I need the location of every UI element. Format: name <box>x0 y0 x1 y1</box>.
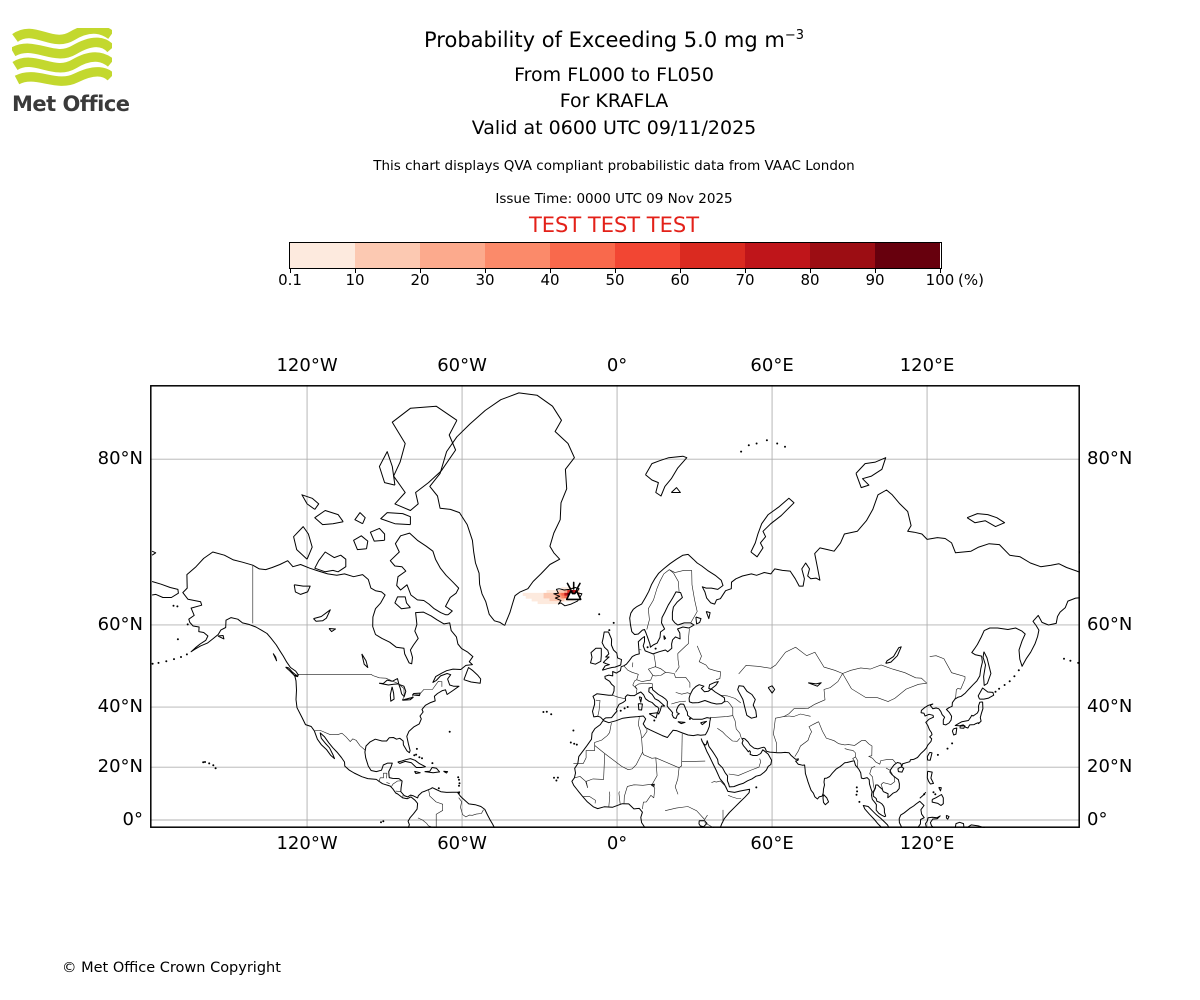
copyright-notice: © Met Office Crown Copyright <box>62 960 281 976</box>
colorbar-segment <box>550 243 615 268</box>
met-office-logo-text: Met Office <box>12 92 130 116</box>
lon-label-bottom: 120°E <box>899 833 955 854</box>
lat-label-right: 40°N <box>1087 696 1133 717</box>
colorbar-tick-label: 10 <box>345 271 365 289</box>
colorbar-tick <box>355 268 356 273</box>
colorbar-tick-label: 30 <box>475 271 495 289</box>
issue-time: Issue Time: 0000 UTC 09 Nov 2025 <box>495 191 733 207</box>
lat-label-right: 80°N <box>1087 448 1133 470</box>
colorbar-tick <box>875 268 876 273</box>
lat-label-left: 40°N <box>97 696 143 717</box>
colorbar-segment <box>810 243 875 268</box>
colorbar-tick <box>290 268 291 273</box>
lon-label-bottom: 0° <box>606 833 628 854</box>
colorbar-tick-label: 50 <box>605 271 625 289</box>
met-office-logo <box>12 28 112 86</box>
colorbar-tick <box>940 268 941 273</box>
map-frame <box>150 385 1080 828</box>
coastlines <box>151 392 1080 828</box>
subtitle-volcano: For KRAFLA <box>559 90 669 112</box>
lon-label-top: 60°E <box>750 355 794 376</box>
colorbar-segment <box>355 243 420 268</box>
colorbar <box>289 242 942 269</box>
lat-label-right: 60°N <box>1087 613 1133 635</box>
subtitle-valid-time: Valid at 0600 UTC 09/11/2025 <box>471 117 757 139</box>
colorbar-tick <box>485 268 486 273</box>
title-text: Probability of Exceeding 5.0 mg m <box>424 28 785 52</box>
lat-label-left: 60°N <box>97 613 143 635</box>
colorbar-tick-label: 70 <box>735 271 755 289</box>
colorbar-unit-label: (%) <box>958 271 984 289</box>
colorbar-segment <box>290 243 355 268</box>
colorbar-tick <box>680 268 681 273</box>
lat-label-left: 0° <box>122 809 143 830</box>
lon-label-bottom: 60°E <box>750 833 794 854</box>
colorbar-tick-label: 20 <box>410 271 430 289</box>
colorbar-tick-label: 40 <box>540 271 560 289</box>
volcano-icon <box>565 581 582 601</box>
colorbar-tick-label: 100 <box>925 271 955 289</box>
colorbar-tick-label: 80 <box>800 271 820 289</box>
colorbar-tick <box>550 268 551 273</box>
colorbar-tick <box>745 268 746 273</box>
lon-label-top: 0° <box>606 355 628 376</box>
colorbar-segment <box>680 243 745 268</box>
lat-label-left: 20°N <box>97 756 143 778</box>
colorbar-tick-label: 60 <box>670 271 690 289</box>
lon-label-bottom: 120°W <box>276 833 338 854</box>
colorbar-tick <box>810 268 811 273</box>
lat-label-right: 20°N <box>1087 756 1133 778</box>
graticule <box>150 385 1080 828</box>
country-borders <box>252 565 966 828</box>
colorbar-tick <box>615 268 616 273</box>
test-banner: TEST TEST TEST <box>528 213 700 237</box>
world-map <box>150 385 1080 828</box>
colorbar-segment <box>615 243 680 268</box>
lon-label-top: 120°E <box>899 355 955 376</box>
subtitle-flight-levels: From FL000 to FL050 <box>514 64 714 86</box>
page-title: Probability of Exceeding 5.0 mg m−3 <box>28 28 1200 52</box>
colorbar-segment <box>875 243 940 268</box>
colorbar-tick-label: 90 <box>865 271 885 289</box>
lat-label-left: 80°N <box>97 448 143 470</box>
lon-label-top: 60°W <box>437 355 487 376</box>
lat-label-right: 0° <box>1087 809 1108 830</box>
title-superscript: −3 <box>784 28 804 43</box>
lon-label-bottom: 60°W <box>437 833 487 854</box>
lon-label-top: 120°W <box>276 355 338 376</box>
colorbar-segment <box>745 243 810 268</box>
qva-note: This chart displays QVA compliant probab… <box>373 158 855 174</box>
small-islands <box>151 439 1080 824</box>
colorbar-segment <box>420 243 485 268</box>
colorbar-tick-label: 0.1 <box>278 271 302 289</box>
colorbar-tick <box>420 268 421 273</box>
colorbar-segment <box>485 243 550 268</box>
